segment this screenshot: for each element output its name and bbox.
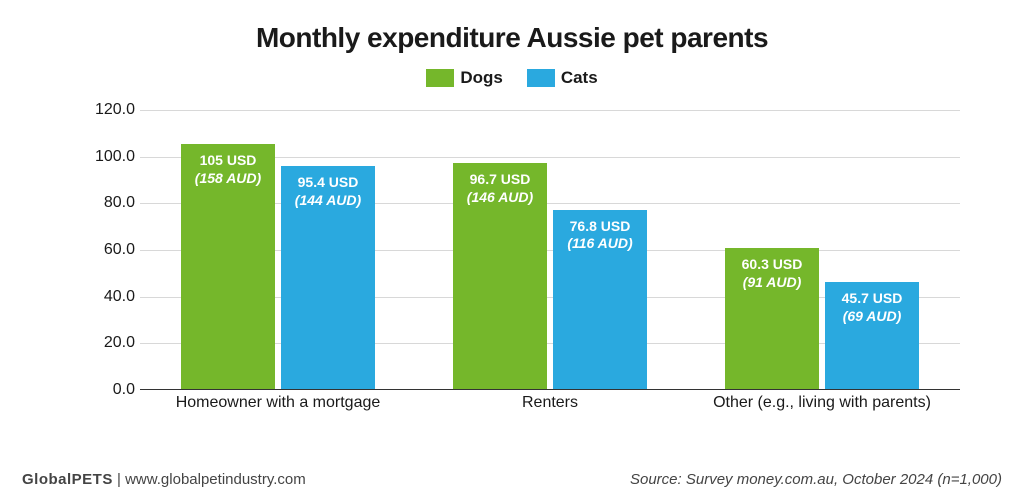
brand: GlobalPETS | www.globalpetindustry.com [22,471,306,488]
y-axis-tick: 40.0 [80,288,135,306]
legend-label: Cats [561,68,598,88]
chart-area: 105 USD(158 AUD)95.4 USD(144 AUD) 96.7 US… [80,110,960,420]
chart-title: Monthly expenditure Aussie pet parents [0,0,1024,54]
legend-item: Cats [527,68,598,88]
y-axis-tick: 80.0 [80,194,135,212]
bar-value-label: 76.8 USD(116 AUD) [553,218,647,253]
bar-value-label: 95.4 USD(144 AUD) [281,174,375,209]
legend: Dogs Cats [0,68,1024,88]
bar-value-label: 105 USD(158 AUD) [181,152,275,187]
y-axis-tick: 120.0 [80,101,135,119]
y-axis-tick: 0.0 [80,381,135,399]
grid-line [140,110,960,111]
bar-value-label: 60.3 USD(91 AUD) [725,256,819,291]
x-axis-label: Renters [423,394,677,412]
plot-area: 105 USD(158 AUD)95.4 USD(144 AUD) 96.7 US… [140,110,960,390]
legend-label: Dogs [460,68,503,88]
x-axis-label: Homeowner with a mortgage [151,394,405,412]
bar-value-label: 45.7 USD(69 AUD) [825,290,919,325]
bar: 60.3 USD(91 AUD) [725,248,819,389]
brand-url: www.globalpetindustry.com [125,471,306,488]
bar: 76.8 USD(116 AUD) [553,210,647,389]
source-text: Source: Survey money.com.au, October 202… [630,471,1002,488]
x-axis-label: Other (e.g., living with parents) [695,394,949,412]
y-axis-tick: 60.0 [80,241,135,259]
brand-name: GlobalPETS [22,471,113,488]
bar: 95.4 USD(144 AUD) [281,166,375,389]
legend-swatch [527,69,555,87]
legend-swatch [426,69,454,87]
legend-item: Dogs [426,68,503,88]
footer: GlobalPETS | www.globalpetindustry.com S… [22,471,1002,488]
bar: 105 USD(158 AUD) [181,144,275,389]
bar-value-label: 96.7 USD(146 AUD) [453,171,547,206]
y-axis-tick: 100.0 [80,148,135,166]
bar: 45.7 USD(69 AUD) [825,282,919,389]
y-axis-tick: 20.0 [80,334,135,352]
bar: 96.7 USD(146 AUD) [453,163,547,389]
